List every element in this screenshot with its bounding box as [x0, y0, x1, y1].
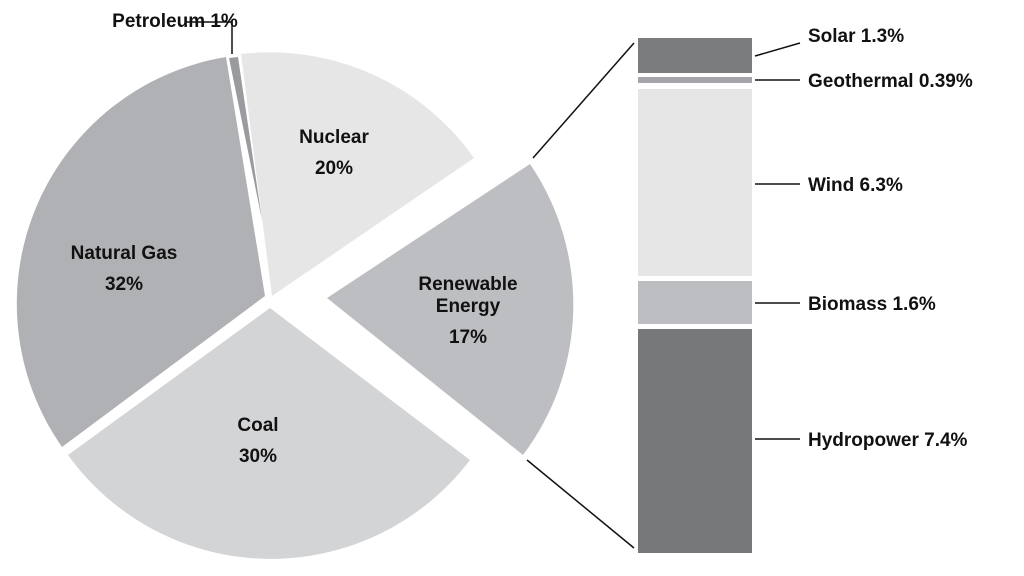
label-wind: Wind 6.3%: [808, 175, 903, 196]
leader-petroleum: [186, 21, 233, 54]
label-renewable-name-1: Renewable: [418, 274, 517, 295]
leader-solar: [754, 42, 801, 57]
label-renewable-name-2: Energy: [436, 296, 501, 317]
label-renewable-pct: 17%: [449, 327, 487, 348]
slice-renewable-energy: [327, 164, 574, 455]
bar-segment-geothermal: [638, 77, 752, 83]
bar-segment-biomass: [638, 281, 752, 324]
label-petroleum: Petroleum 1%: [112, 11, 238, 32]
label-solar: Solar 1.3%: [808, 26, 904, 47]
breakdown-bar: [638, 38, 752, 553]
label-geothermal: Geothermal 0.39%: [808, 71, 973, 92]
label-biomass: Biomass 1.6%: [808, 294, 936, 315]
bar-segment-solar: [638, 38, 752, 73]
slice-petroleum: [229, 57, 262, 220]
label-hydropower: Hydropower 7.4%: [808, 430, 968, 451]
connector-bottom: [526, 459, 635, 549]
slice-nuclear: [241, 52, 474, 296]
label-natural-gas-name: Natural Gas: [71, 243, 178, 264]
slice-natural-gas: [16, 57, 265, 447]
bar-segment-hydropower: [638, 329, 752, 553]
label-coal-name: Coal: [237, 415, 278, 436]
label-natural-gas-pct: 32%: [105, 274, 143, 295]
pie-chart: [16, 52, 574, 559]
label-nuclear-pct: 20%: [315, 158, 353, 179]
slice-coal: [68, 308, 470, 559]
connector-top: [532, 42, 635, 159]
label-coal-pct: 30%: [239, 446, 277, 467]
label-nuclear-name: Nuclear: [299, 127, 369, 148]
bar-segment-wind: [638, 89, 752, 276]
